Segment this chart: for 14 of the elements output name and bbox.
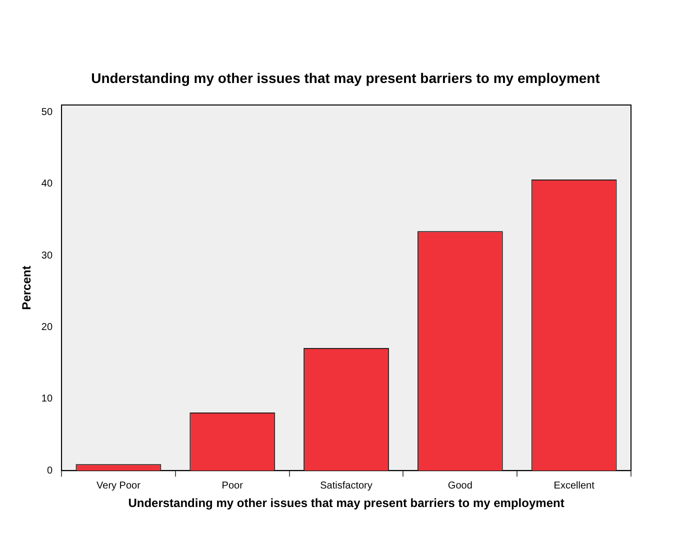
x-axis-title: Understanding my other issues that may present barriers to my employment (128, 496, 564, 510)
y-axis-title: Percent (20, 266, 34, 310)
y-tick-label: 50 (41, 106, 53, 118)
y-tick-label: 40 (41, 178, 53, 190)
x-tick-label: Good (448, 480, 472, 492)
y-tick-label: 30 (41, 250, 53, 262)
x-tick-label: Excellent (554, 480, 595, 492)
x-tick-label: Very Poor (96, 480, 142, 492)
x-tick-label: Satisfactory (320, 480, 372, 492)
y-tick-label: 10 (41, 394, 53, 405)
x-tick-label: Poor (222, 480, 244, 492)
y-tick-label: 20 (41, 322, 53, 333)
chart-title: Understanding my other issues that may present barriers to my employment (90, 70, 601, 86)
y-tick-label: 0 (46, 465, 53, 476)
